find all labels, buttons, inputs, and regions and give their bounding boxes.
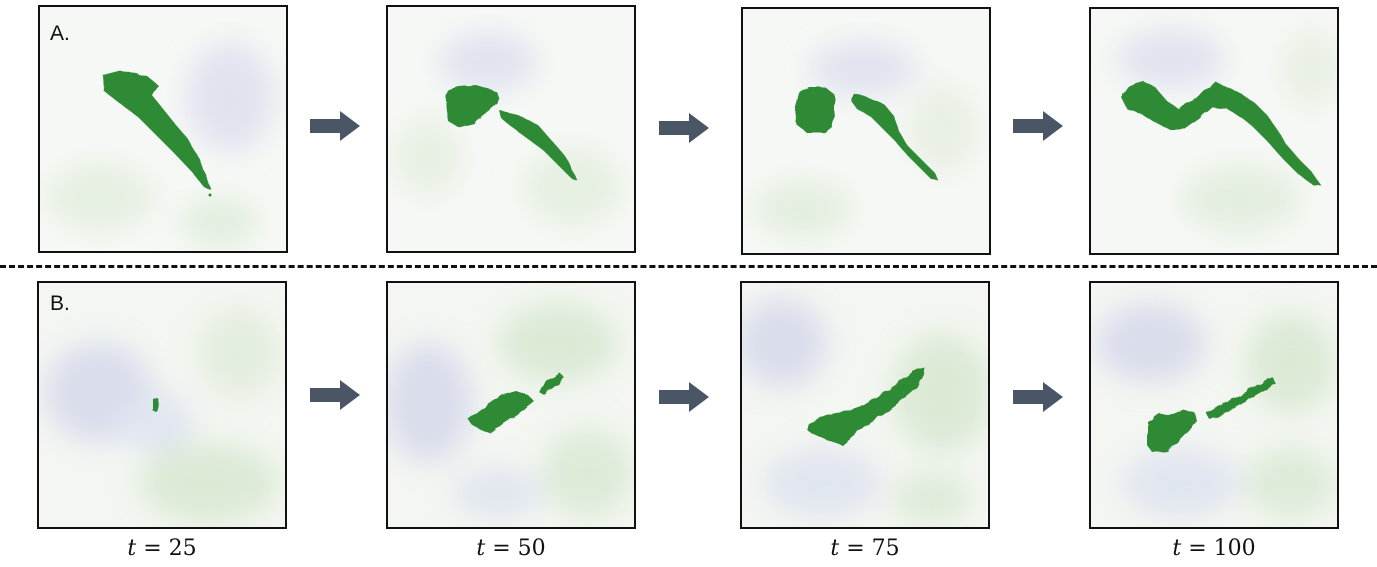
row-b-panel-3-region <box>808 367 924 445</box>
row-b-panel-1 <box>37 281 287 529</box>
right-arrow-icon <box>310 111 360 141</box>
time-value: = 75 <box>839 536 900 561</box>
right-arrow-icon <box>659 113 709 143</box>
row-b-panel-1-speck <box>153 397 159 413</box>
row-b-panel-4 <box>1089 281 1339 529</box>
right-arrow-icon <box>310 380 360 410</box>
time-label-100: t = 100 <box>1089 536 1339 561</box>
row-a-panel-1-region <box>103 70 210 189</box>
time-value: = 25 <box>136 536 197 561</box>
right-arrow-icon <box>1013 111 1063 141</box>
row-a-panel-2-tail-region <box>500 111 578 181</box>
row-a-panel-3-left-region <box>795 87 835 133</box>
right-arrow-icon <box>659 382 709 412</box>
row-b-panel-3-image <box>742 283 988 527</box>
row-a-panel-2 <box>386 5 636 253</box>
time-variable: t <box>1172 536 1182 561</box>
time-value: = 50 <box>485 536 546 561</box>
time-label-25: t = 25 <box>37 536 287 561</box>
row-b-panel-4-left-region <box>1147 409 1197 453</box>
row-a-panel-3-image <box>743 9 989 253</box>
row-divider <box>0 265 1377 268</box>
row-a-panel-3 <box>741 7 991 255</box>
row-b-label: B. <box>50 292 70 315</box>
row-a-panel-2-head-region <box>446 85 500 127</box>
time-label-50: t = 50 <box>386 536 636 561</box>
row-a-panel-4-region <box>1121 81 1321 185</box>
row-a-panel-4 <box>1089 7 1339 255</box>
time-variable: t <box>127 536 137 561</box>
row-b-panel-2-image <box>388 283 634 527</box>
row-a-label: A. <box>50 22 70 45</box>
right-arrow-icon <box>1013 382 1063 412</box>
time-variable: t <box>476 536 486 561</box>
row-b-panel-2 <box>386 281 636 529</box>
row-b-panel-2-tail-region <box>538 373 564 395</box>
row-a-panel-1-image <box>40 7 286 251</box>
row-a-panel-3-right-region <box>851 93 939 181</box>
row-b-panel-4-right-region <box>1207 377 1275 419</box>
time-label-75: t = 75 <box>740 536 990 561</box>
row-a-panel-1 <box>38 5 288 253</box>
row-b-panel-1-image <box>39 283 285 527</box>
time-value: = 100 <box>1181 536 1256 561</box>
row-b-panel-3 <box>740 281 990 529</box>
time-variable: t <box>830 536 840 561</box>
row-b-panel-2-region <box>468 391 534 435</box>
row-a-panel-4-image <box>1091 9 1337 253</box>
row-a-panel-2-image <box>388 7 634 251</box>
row-b-panel-4-image <box>1091 283 1337 527</box>
